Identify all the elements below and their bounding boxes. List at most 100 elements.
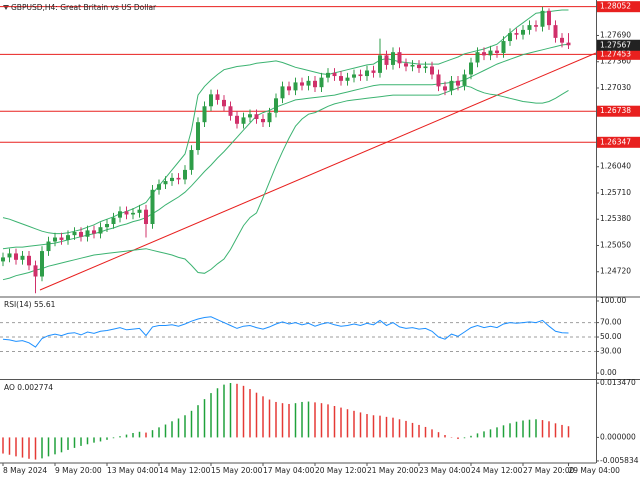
candle-body	[566, 42, 571, 46]
y-tick-label: 1.24720	[600, 267, 631, 276]
candle-body	[20, 255, 25, 260]
y-tick-label: 1.27690	[600, 30, 631, 39]
panel-title: AO 0.002774	[4, 383, 53, 392]
indicator-line	[2, 316, 569, 348]
candle-body	[313, 80, 317, 88]
candle-body	[105, 224, 109, 228]
candle-body	[443, 86, 447, 91]
level-label: 1.26347	[600, 137, 631, 146]
candle-body	[157, 184, 161, 190]
candle-body	[222, 99, 226, 107]
candle-body	[527, 25, 532, 30]
y-tick-label: 30.00	[600, 346, 622, 355]
candle-body	[215, 94, 220, 100]
candle-body	[124, 211, 129, 215]
candle-body	[241, 117, 246, 124]
x-tick-label: 14 May 12:00	[159, 466, 211, 475]
candle-body	[365, 70, 369, 77]
candle-body	[248, 114, 252, 118]
candle-body	[170, 177, 174, 182]
candle-body	[228, 106, 233, 116]
candle-body	[293, 82, 298, 91]
candle-body	[430, 66, 434, 75]
candle-body	[326, 72, 330, 78]
candle-body	[131, 212, 135, 215]
candle-body	[235, 115, 239, 124]
candle-body	[436, 74, 441, 87]
y-tick-label: 1.27360	[600, 57, 631, 66]
x-tick-label: 29 May 04:00	[569, 466, 621, 475]
candle-body	[352, 74, 356, 78]
candle-body	[391, 52, 395, 65]
candle-body	[150, 189, 155, 225]
y-tick-label: 0.00	[600, 368, 617, 377]
x-tick-label: 21 May 20:00	[367, 466, 419, 475]
candle-body	[384, 55, 389, 65]
level-label: 1.27453	[600, 49, 631, 58]
candle-body	[404, 63, 408, 67]
candle-body	[508, 33, 512, 42]
x-tick-label: 27 May 20:00	[523, 466, 575, 475]
y-tick-label: 1.25050	[600, 240, 631, 249]
candle-body	[339, 76, 343, 81]
candle-body	[92, 230, 96, 234]
candle-body	[144, 209, 148, 225]
candle-body	[1, 257, 5, 262]
candle-body	[488, 50, 493, 56]
candle-body	[85, 230, 90, 237]
candle-body	[521, 29, 525, 35]
candle-body	[183, 169, 187, 180]
y-tick-label: 0.013470	[600, 378, 636, 387]
y-tick-label: 0.000000	[600, 432, 636, 441]
x-tick-label: 9 May 20:00	[55, 466, 102, 475]
candle-body	[53, 237, 57, 242]
candle-body	[261, 119, 265, 123]
candle-body	[46, 241, 51, 252]
y-tick-label: 1.27030	[600, 83, 631, 92]
candle-body	[176, 177, 181, 180]
candle-body	[410, 64, 415, 67]
level-label: 1.28052	[600, 2, 631, 11]
candle-body	[319, 77, 324, 88]
candle-body	[540, 10, 545, 27]
bollinger-band	[2, 9, 569, 235]
x-tick-label: 8 May 2024	[3, 466, 47, 475]
x-tick-label: 24 May 12:00	[471, 466, 523, 475]
candle-body	[72, 231, 77, 236]
candle-body	[378, 55, 382, 73]
y-tick-label: -0.005834	[600, 456, 639, 465]
candle-body	[449, 80, 454, 91]
candle-body	[553, 25, 558, 38]
candle-body	[280, 86, 285, 99]
x-tick-label: 23 May 04:00	[419, 466, 471, 475]
candle-body	[33, 265, 38, 277]
candle-body	[287, 86, 291, 91]
x-tick-label: 17 May 04:00	[263, 466, 315, 475]
level-label-box	[597, 105, 640, 117]
bollinger-band	[2, 43, 569, 250]
y-tick-label: 100.00	[600, 296, 626, 305]
candle-body	[423, 66, 428, 69]
candle-body	[189, 150, 194, 170]
candle-body	[59, 237, 64, 240]
y-tick-label: 1.25710	[600, 188, 631, 197]
last-price-box	[597, 39, 640, 51]
candle-body	[118, 211, 122, 218]
candle-body	[196, 122, 200, 151]
candle-body	[547, 10, 551, 26]
candle-body	[274, 98, 278, 113]
candle-body	[267, 112, 272, 123]
candle-body	[14, 253, 18, 260]
candle-body	[345, 77, 350, 81]
candle-body	[462, 74, 467, 86]
y-tick-label: 1.25380	[600, 214, 631, 223]
candle-body	[202, 106, 207, 123]
candle-body	[495, 50, 499, 53]
level-label-box	[597, 48, 640, 60]
x-tick-label: 20 May 12:00	[315, 466, 367, 475]
candle-body	[209, 94, 213, 107]
candle-body	[300, 82, 304, 86]
candle-body	[456, 80, 460, 86]
candle-body	[397, 52, 402, 64]
